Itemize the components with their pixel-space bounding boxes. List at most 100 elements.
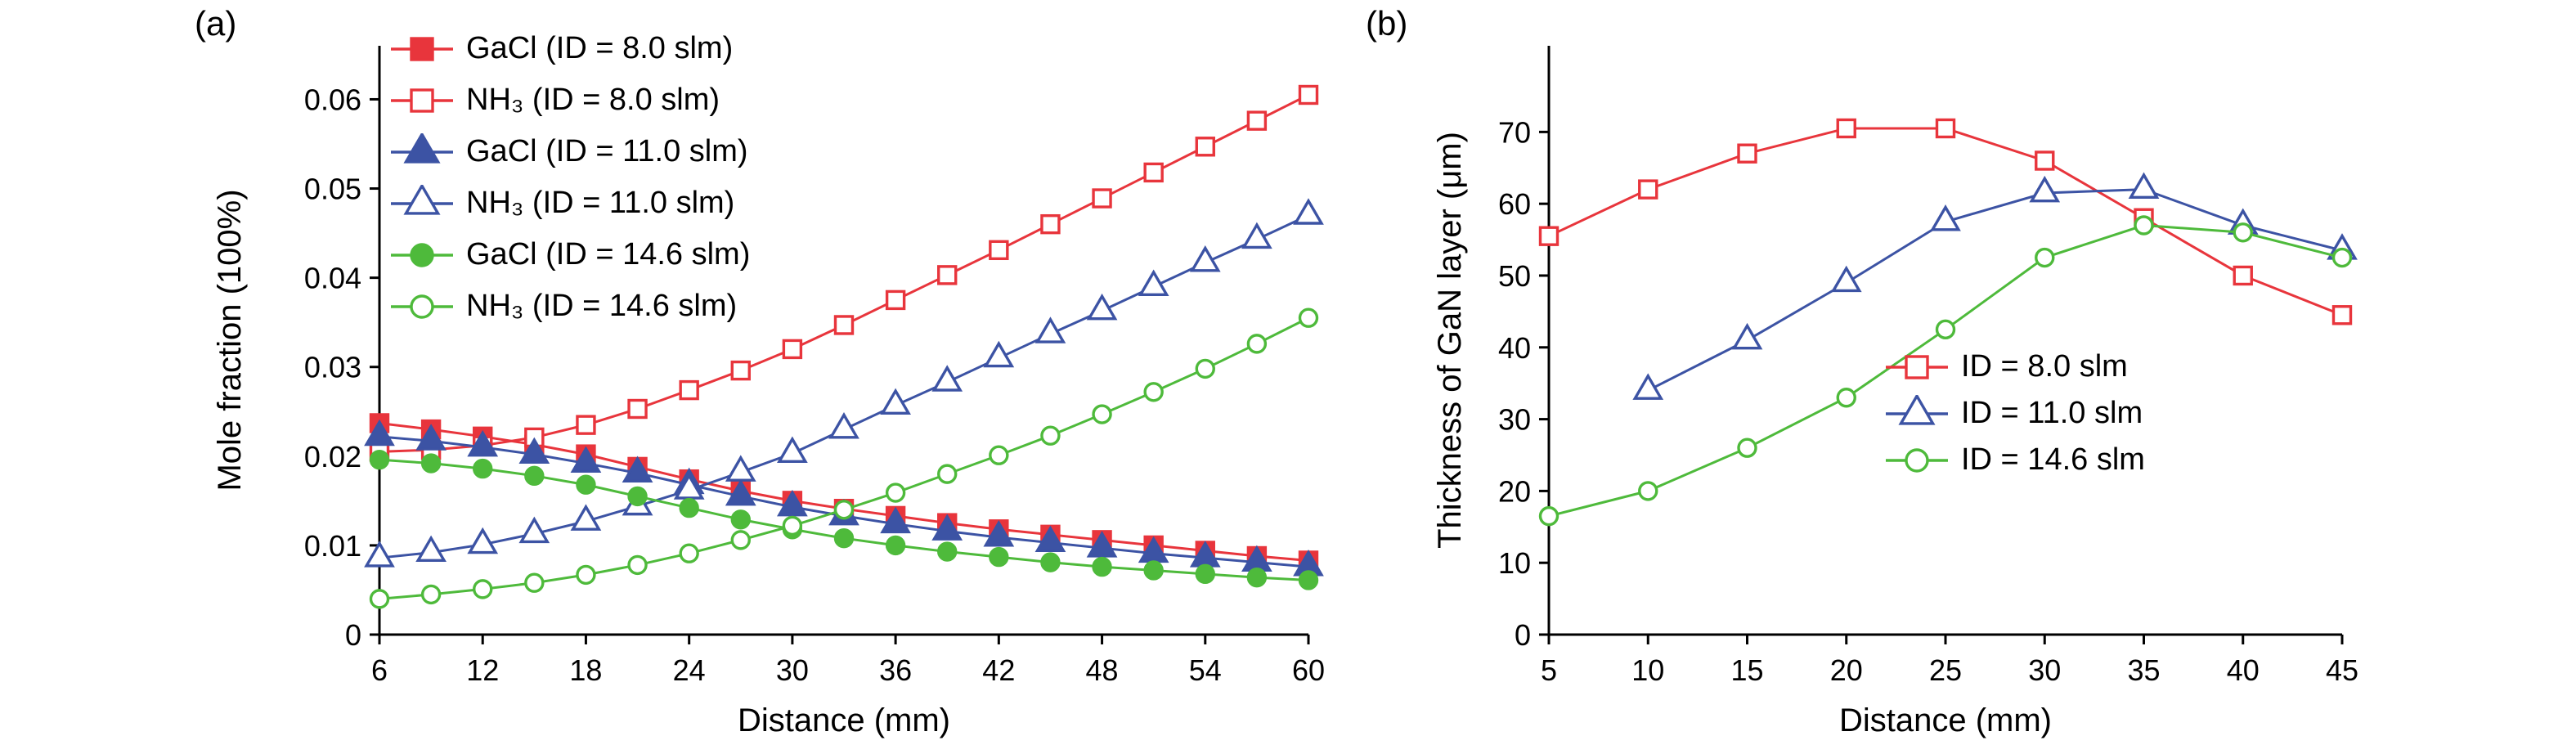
circle-marker xyxy=(369,449,390,470)
circle-marker xyxy=(1737,438,1757,458)
triangle-marker xyxy=(415,535,447,563)
square-marker xyxy=(1737,143,1757,164)
circle-marker xyxy=(1935,319,1956,340)
triangle-marker xyxy=(777,436,808,463)
circle-marker xyxy=(420,453,442,473)
x-tick-label: 45 xyxy=(2326,653,2358,687)
square-legend-marker-icon xyxy=(391,88,453,113)
triangle-marker xyxy=(880,506,911,534)
square-marker xyxy=(2035,150,2055,171)
legend-item: GaCl (ID = 8.0 slm) xyxy=(384,23,750,74)
legend-item: NH₃ (ID = 14.6 slm) xyxy=(384,280,750,332)
circle-marker xyxy=(1040,425,1061,446)
triangle-marker xyxy=(1086,531,1118,558)
triangle-marker xyxy=(1632,373,1664,400)
circle-marker xyxy=(989,445,1009,465)
x-axis-label: Distance (mm) xyxy=(1839,702,2052,738)
triangle-marker xyxy=(415,424,447,451)
circle-marker xyxy=(1092,404,1112,424)
circle-marker xyxy=(1538,505,1560,527)
panel-label-b: (b) xyxy=(1366,4,1408,43)
chart-a-legend: GaCl (ID = 8.0 slm) NH₃ (ID = 8.0 slm) GaC… xyxy=(384,23,750,332)
triangle-marker xyxy=(1086,293,1118,321)
square-marker xyxy=(576,415,596,435)
square-marker xyxy=(2331,305,2353,325)
circle-marker xyxy=(410,294,434,319)
triangle-marker xyxy=(570,504,602,531)
x-tick-label: 6 xyxy=(371,653,388,687)
circle-legend-marker-icon xyxy=(391,294,453,319)
triangle-marker xyxy=(1731,322,1763,350)
square-marker xyxy=(1638,179,1658,200)
circle-marker xyxy=(576,564,596,586)
square-marker xyxy=(1246,110,1268,131)
triangle-marker xyxy=(725,478,756,506)
y-tick-label: 40 xyxy=(1498,331,1531,365)
legend-label: NH₃ (ID = 8.0 slm) xyxy=(466,83,720,117)
circle-marker xyxy=(1143,382,1164,402)
x-tick-label: 18 xyxy=(569,653,602,687)
circle-marker xyxy=(2134,215,2154,236)
y-axis-label: Thickness of GaN layer (μm) xyxy=(1432,132,1468,549)
panel-label-a: (a) xyxy=(195,4,237,43)
triangle-marker xyxy=(931,514,963,541)
legend-item: NH₃ (ID = 11.0 slm) xyxy=(384,177,750,229)
circle-marker xyxy=(524,465,545,487)
square-marker xyxy=(679,379,699,401)
x-axis-label: Distance (mm) xyxy=(738,702,950,738)
triangle-marker xyxy=(403,184,441,215)
triangle-marker xyxy=(931,365,963,392)
circle-marker xyxy=(679,497,699,518)
x-tick-label: 20 xyxy=(1830,653,1863,687)
legend-label: ID = 8.0 slm xyxy=(1961,349,2128,384)
triangle-legend-marker-icon xyxy=(391,184,453,215)
square-marker xyxy=(1538,226,1560,246)
circle-marker xyxy=(1836,388,1856,408)
circle-marker xyxy=(782,515,803,536)
triangle-marker xyxy=(2029,175,2061,203)
triangle-marker xyxy=(1034,525,1066,553)
chart-a-plot: 6 12 18 24 30 36 42 48 54 60 0 0.01 0.02 0.03 0.04 0.05… xyxy=(212,46,1325,738)
square-marker xyxy=(833,315,855,335)
triangle-legend-marker-icon xyxy=(391,132,453,164)
y-tick-label: 10 xyxy=(1498,546,1531,580)
triangle-marker xyxy=(1189,245,1221,272)
y-tick-label: 20 xyxy=(1498,474,1531,508)
square-marker xyxy=(1836,118,1856,139)
chart-b-legend: ID = 8.0 slm ID = 11.0 slm ID = 14.6 slm xyxy=(1879,343,2145,483)
x-tick-label: 36 xyxy=(879,653,912,687)
legend-item: NH₃ (ID = 8.0 slm) xyxy=(384,74,750,126)
triangle-marker xyxy=(725,455,756,482)
circle-marker xyxy=(730,509,751,530)
circle-marker xyxy=(1246,334,1268,354)
circle-marker xyxy=(627,554,648,576)
circle-marker xyxy=(1905,447,1929,473)
square-marker xyxy=(1298,84,1319,105)
y-tick-label: 0.06 xyxy=(304,83,361,116)
circle-marker xyxy=(730,530,751,550)
x-tick-label: 40 xyxy=(2227,653,2260,687)
square-marker xyxy=(1905,354,1929,379)
circle-marker xyxy=(473,458,493,479)
circle-marker xyxy=(1638,481,1658,501)
y-tick-label: 0.02 xyxy=(304,440,361,473)
triangle-marker xyxy=(1293,198,1324,225)
triangle-marker xyxy=(983,340,1015,368)
circle-marker xyxy=(1298,307,1319,328)
x-tick-label: 5 xyxy=(1541,653,1557,687)
x-tick-label: 12 xyxy=(466,653,499,687)
y-axis-label: Mole fraction (100%) xyxy=(212,189,248,491)
x-tick-label: 48 xyxy=(1086,653,1119,687)
circle-marker xyxy=(627,486,648,507)
circle-marker xyxy=(1298,570,1319,590)
triangle-marker xyxy=(983,520,1015,547)
square-marker xyxy=(1092,188,1112,209)
circle-marker xyxy=(2331,247,2353,268)
circle-marker xyxy=(524,572,545,593)
triangle-marker xyxy=(1241,222,1272,249)
triangle-marker xyxy=(2128,172,2160,200)
square-marker xyxy=(1195,137,1215,157)
legend-label: GaCl (ID = 11.0 slm) xyxy=(466,134,748,168)
